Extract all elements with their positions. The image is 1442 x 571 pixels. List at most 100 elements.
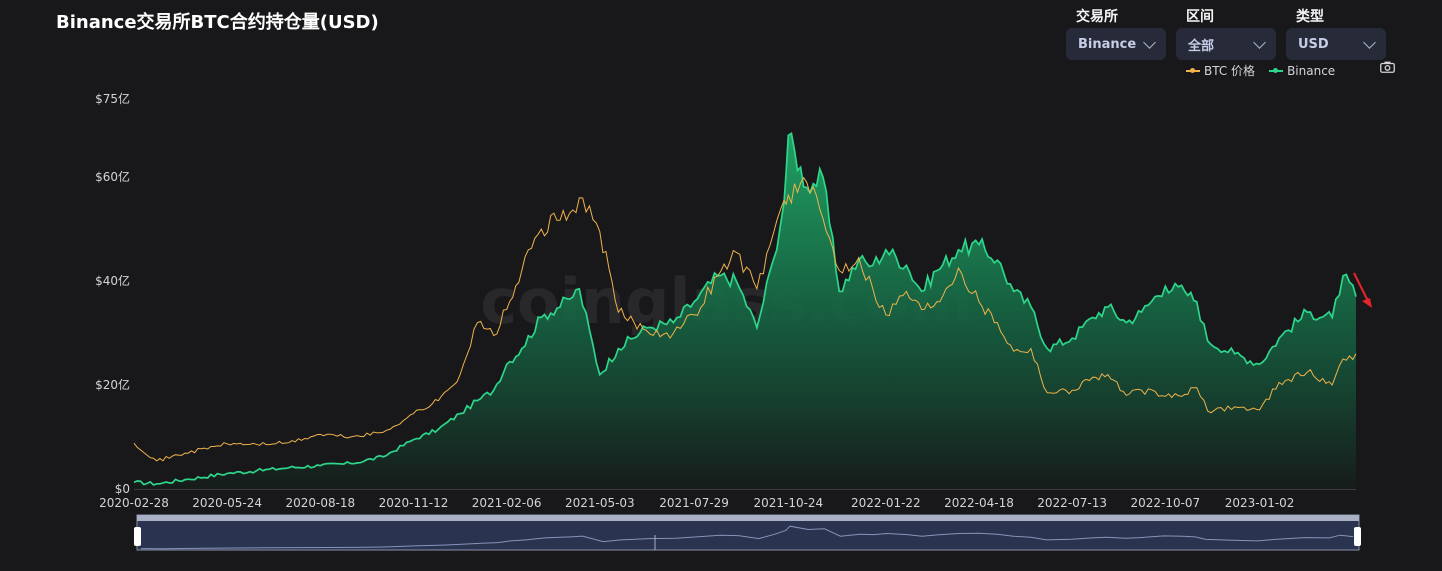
camera-icon[interactable]: [1380, 61, 1395, 73]
binance-point: [577, 287, 581, 291]
btc-price-point: [837, 269, 841, 273]
legend-item-btc-price[interactable]: BTC 价格: [1186, 62, 1255, 79]
legend-swatch-binance: [1269, 67, 1284, 73]
btc-price-point: [956, 266, 960, 270]
btc-price-point: [381, 430, 385, 434]
binance-point: [458, 412, 462, 416]
binance-point: [318, 464, 322, 468]
btc-price-point: [771, 232, 775, 236]
x-tick-label: 2022-07-13: [1037, 496, 1107, 510]
btc-price-point: [475, 321, 479, 325]
btc-price-point: [577, 196, 581, 200]
zoom-handle-left[interactable]: [134, 527, 141, 546]
binance-point: [412, 438, 416, 442]
binance-point: [539, 315, 543, 319]
range-select[interactable]: 全部: [1176, 28, 1276, 60]
binance-point: [786, 133, 790, 137]
binance-point: [436, 427, 440, 431]
binance-point: [1330, 315, 1334, 319]
y-tick-label: $60亿: [95, 169, 130, 184]
binance-point: [568, 297, 572, 301]
btc-price-point: [598, 230, 602, 234]
binance-point: [1070, 336, 1074, 340]
btc-price-point: [1183, 392, 1187, 396]
binance-point: [1163, 284, 1167, 288]
btc-price-point: [225, 442, 229, 446]
btc-price-point: [1354, 352, 1358, 356]
binance-series-line: [133, 131, 1357, 486]
binance-point: [1045, 347, 1049, 351]
legend-label-binance: Binance: [1287, 63, 1336, 78]
binance-point: [995, 258, 999, 262]
binance-point: [1341, 274, 1345, 278]
exchange-select-value: Binance: [1078, 36, 1137, 52]
btc-price-point: [539, 227, 543, 231]
x-tick-label: 2020-08-18: [285, 496, 355, 510]
btc-price-point: [1140, 388, 1144, 392]
binance-point: [1305, 310, 1309, 314]
binance-point: [1183, 289, 1187, 293]
btc-price-point: [458, 373, 462, 377]
binance-point: [904, 263, 908, 267]
exchange-filter-label: 交易所: [1076, 9, 1118, 25]
binance-point: [287, 466, 291, 470]
zoom-navigator-bar[interactable]: [137, 515, 1359, 521]
type-filter-label: 类型: [1296, 9, 1324, 25]
page-title: Binance交易所BTC合约持仓量(USD): [56, 12, 379, 33]
x-tick-label: 2022-10-07: [1130, 496, 1200, 510]
range-select-value: 全部: [1188, 38, 1215, 54]
binance-area-fill: [134, 133, 1356, 489]
legend-label-btc: BTC 价格: [1204, 64, 1256, 78]
x-tick-label: 2021-07-29: [659, 496, 729, 510]
btc-price-point: [132, 441, 136, 445]
btc-price-point: [755, 287, 759, 291]
btc-price-point: [734, 250, 738, 254]
btc-price-point: [786, 193, 790, 197]
btc-price-point: [436, 399, 440, 403]
binance-point: [734, 279, 738, 283]
btc-price-point: [183, 451, 187, 455]
binance-point: [1012, 289, 1016, 293]
btc-price-point: [1012, 349, 1016, 353]
type-select[interactable]: USD: [1286, 28, 1386, 60]
btc-price-point: [977, 300, 981, 304]
binance-point: [672, 321, 676, 325]
btc-price-point: [1206, 409, 1210, 413]
exchange-select[interactable]: Binance: [1066, 28, 1166, 60]
type-select-value: USD: [1298, 36, 1329, 52]
binance-point: [132, 480, 136, 484]
binance-point: [1277, 336, 1281, 340]
binance-point: [475, 399, 479, 403]
btc-price-point: [1070, 388, 1074, 392]
binance-point: [1354, 295, 1358, 299]
binance-point: [1140, 310, 1144, 314]
annotation-arrow-head: [1362, 298, 1372, 308]
btc-price-point: [1233, 405, 1237, 409]
btc-price-point: [492, 334, 496, 338]
x-tick-label: 2022-04-18: [944, 496, 1014, 510]
btc-price-point: [568, 211, 572, 215]
exchange-filter: 交易所 Binance: [1066, 6, 1166, 60]
type-filter: 类型 USD: [1286, 6, 1386, 60]
binance-point: [492, 388, 496, 392]
binance-point: [935, 269, 939, 273]
btc-price-point: [412, 412, 416, 416]
binance-point: [520, 347, 524, 351]
binance-point: [977, 243, 981, 247]
y-tick-label: $0: [115, 482, 130, 496]
binance-point: [254, 469, 258, 473]
binance-point: [598, 373, 602, 377]
binance-point: [381, 455, 385, 459]
y-axis: $0 $20亿 $40亿 $60亿 $75亿: [95, 91, 130, 496]
zoom-handle-right[interactable]: [1354, 527, 1361, 546]
btc-price-point: [805, 180, 809, 184]
binance-point: [716, 274, 720, 278]
btc-price-point: [1106, 373, 1110, 377]
x-axis: 2020-02-28 2020-05-24 2020-08-18 2020-11-12…: [99, 496, 1294, 510]
x-tick-label: 2021-05-03: [565, 496, 635, 510]
binance-point: [920, 289, 924, 293]
legend-item-binance[interactable]: Binance: [1269, 62, 1335, 79]
x-tick-label: 2021-10-24: [753, 496, 823, 510]
zoom-navigator-preview: [140, 525, 1354, 550]
btc-price-point: [287, 441, 291, 445]
